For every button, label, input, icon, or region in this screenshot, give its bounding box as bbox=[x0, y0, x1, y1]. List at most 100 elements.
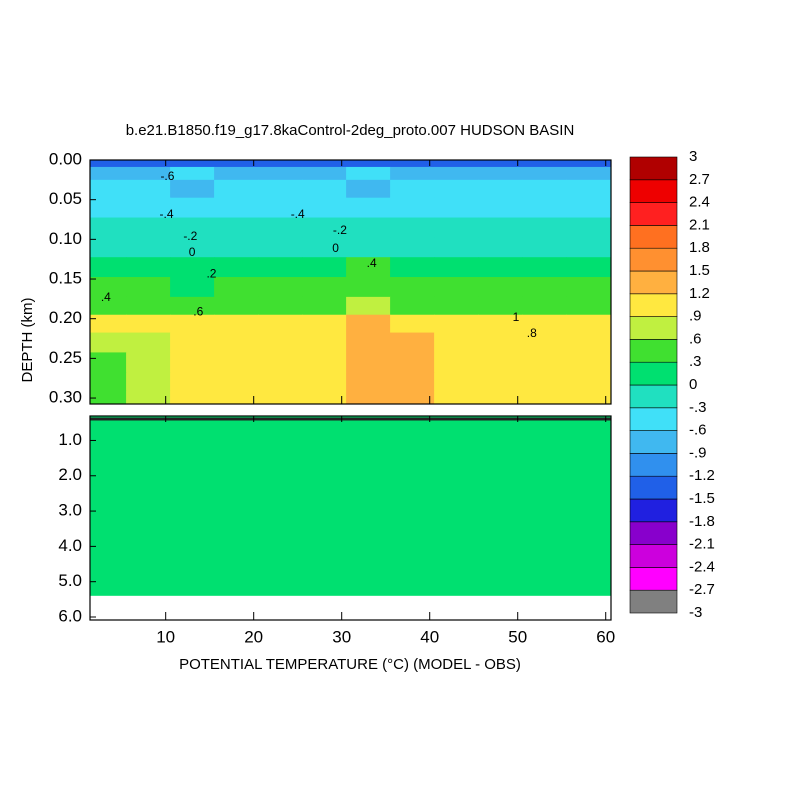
field-cell bbox=[258, 352, 303, 373]
field-cell bbox=[522, 352, 567, 373]
contour-label: 0 bbox=[189, 245, 196, 259]
field-cell bbox=[346, 390, 391, 405]
x-tick-label: 40 bbox=[420, 627, 439, 646]
field-cell bbox=[566, 332, 612, 353]
field-cell bbox=[566, 160, 612, 168]
field-cell bbox=[170, 277, 215, 298]
y-tick-label: 6.0 bbox=[58, 606, 82, 625]
field-cell bbox=[522, 237, 567, 258]
field-cell bbox=[258, 197, 303, 219]
colorbar-box bbox=[629, 589, 678, 614]
field-cell bbox=[478, 390, 523, 405]
colorbar-label: -2.1 bbox=[689, 536, 715, 553]
field-cell bbox=[390, 179, 435, 199]
field-cell bbox=[522, 296, 567, 316]
field-cell bbox=[90, 332, 127, 353]
field-cell bbox=[390, 332, 435, 353]
field-cell bbox=[258, 166, 303, 181]
field-cell bbox=[258, 372, 303, 391]
y-tick-label: 0.30 bbox=[49, 388, 82, 407]
contour-label: .6 bbox=[193, 305, 203, 319]
field-cell bbox=[214, 296, 259, 316]
field-cell bbox=[434, 372, 479, 391]
field-cell bbox=[302, 332, 347, 353]
field-cell bbox=[390, 217, 435, 238]
x-axis-label: POTENTIAL TEMPERATURE (°C) (MODEL - OBS) bbox=[179, 656, 521, 673]
colorbar-box bbox=[629, 179, 678, 203]
field-cell bbox=[214, 160, 259, 168]
field-cell bbox=[478, 277, 523, 298]
colorbar-label: .6 bbox=[689, 330, 702, 347]
y-tick-label: 0.25 bbox=[49, 348, 82, 367]
y-tick-label: 5.0 bbox=[58, 571, 82, 590]
field-cell bbox=[214, 277, 259, 298]
field-cell bbox=[346, 237, 391, 258]
field-cell bbox=[126, 160, 171, 168]
field-cell bbox=[126, 296, 171, 316]
chart-title: b.e21.B1850.f19_g17.8kaControl-2deg_prot… bbox=[126, 122, 575, 139]
field-cell bbox=[346, 160, 391, 168]
field-cell bbox=[170, 166, 215, 181]
field-cell bbox=[214, 372, 259, 391]
field-cell bbox=[390, 257, 435, 278]
colorbar-label: -3 bbox=[689, 604, 702, 621]
field-cell bbox=[258, 277, 303, 298]
colorbar-box bbox=[629, 156, 678, 181]
field-cell bbox=[346, 332, 391, 353]
field-cell bbox=[566, 166, 612, 181]
field-cell bbox=[478, 217, 523, 238]
colorbar-box bbox=[629, 430, 678, 454]
y-tick-label: 2.0 bbox=[58, 465, 82, 484]
field-cell bbox=[214, 352, 259, 373]
colorbar-label: -2.4 bbox=[689, 558, 715, 575]
colorbar-label: 1.2 bbox=[689, 285, 710, 302]
x-tick-label: 60 bbox=[596, 627, 615, 646]
field-cell bbox=[126, 237, 171, 258]
field-cell bbox=[522, 332, 567, 353]
field-cell bbox=[90, 296, 127, 316]
field-cell bbox=[566, 179, 612, 199]
field-cell bbox=[90, 372, 127, 391]
colorbar-box bbox=[629, 567, 678, 591]
field-cell bbox=[478, 296, 523, 316]
field-cell bbox=[170, 197, 215, 219]
field-cell bbox=[434, 217, 479, 238]
field-cell bbox=[90, 237, 127, 258]
colorbar-box bbox=[629, 498, 678, 523]
field-cell bbox=[126, 179, 171, 199]
field-cell bbox=[302, 257, 347, 278]
field-cell bbox=[126, 217, 171, 238]
field-cell bbox=[170, 217, 215, 238]
field-cell bbox=[434, 166, 479, 181]
field-cell bbox=[522, 372, 567, 391]
contour-label: 0 bbox=[332, 241, 339, 255]
field-cell bbox=[170, 372, 215, 391]
field-cell bbox=[478, 257, 523, 278]
field-cell bbox=[214, 179, 259, 199]
field-cell bbox=[302, 197, 347, 219]
field-cell bbox=[478, 372, 523, 391]
field-cell bbox=[258, 332, 303, 353]
colorbar-label: 0 bbox=[689, 376, 697, 393]
field-cell bbox=[522, 166, 567, 181]
field-cell bbox=[346, 372, 391, 391]
field-cell bbox=[566, 372, 612, 391]
field-cell bbox=[434, 314, 479, 334]
colorbar-label: -1.2 bbox=[689, 467, 715, 484]
colorbar-box bbox=[629, 270, 678, 295]
field-cell bbox=[566, 296, 612, 316]
field-cell bbox=[390, 296, 435, 316]
field-cell bbox=[302, 179, 347, 199]
field-cell bbox=[434, 352, 479, 373]
y-axis-label: DEPTH (km) bbox=[19, 298, 36, 383]
field-cell bbox=[258, 314, 303, 334]
field-cell bbox=[170, 314, 215, 334]
field-cell bbox=[522, 217, 567, 238]
colorbar-box bbox=[629, 407, 678, 431]
colorbar-box bbox=[629, 475, 678, 500]
field-cell bbox=[302, 277, 347, 298]
field-cell bbox=[346, 352, 391, 373]
field-cell bbox=[434, 237, 479, 258]
